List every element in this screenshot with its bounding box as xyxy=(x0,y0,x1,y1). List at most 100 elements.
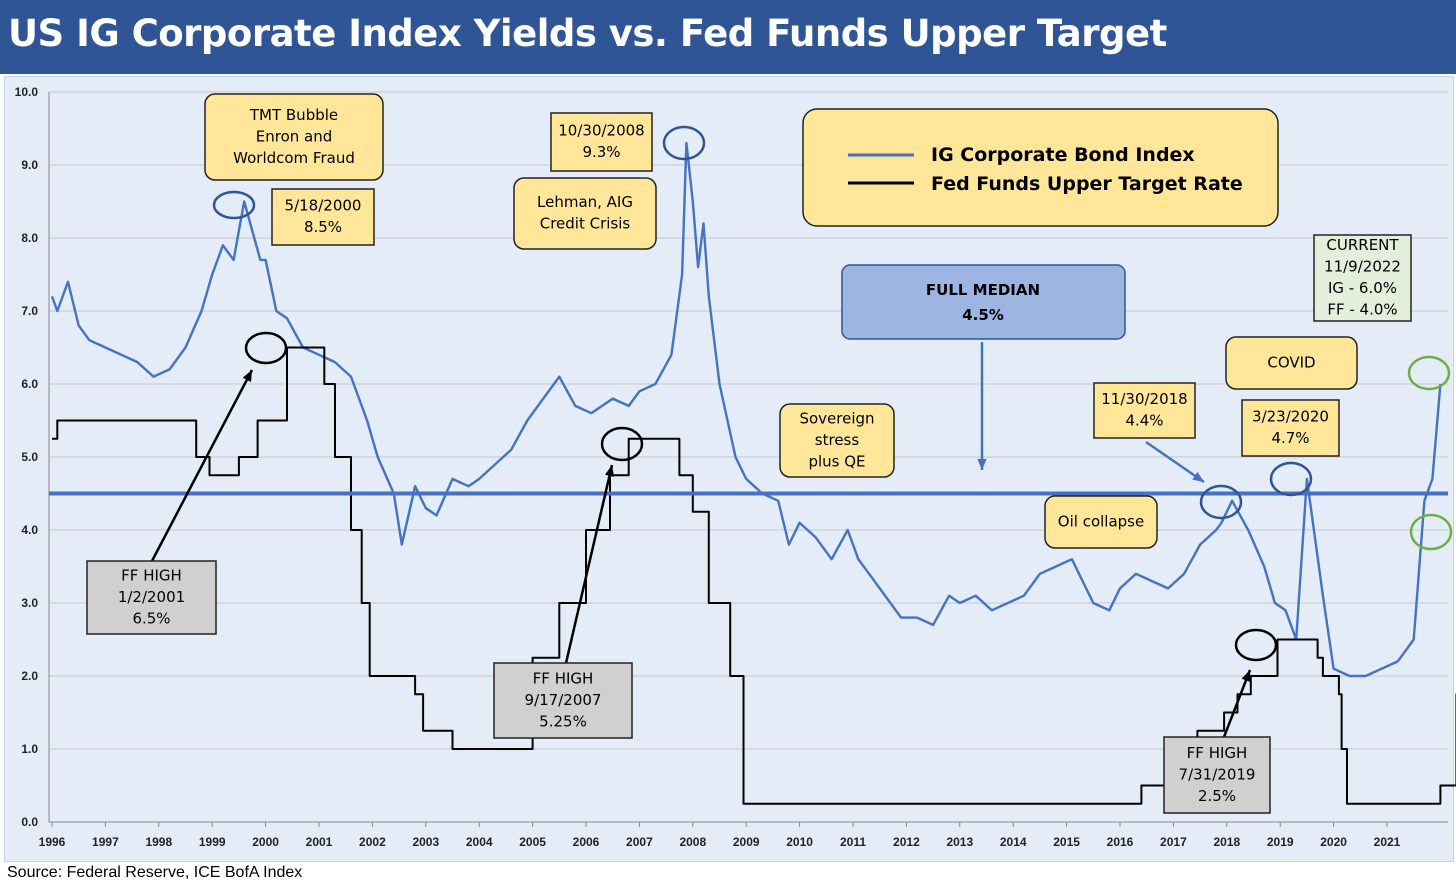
annotation-text-ff2019: 2.5% xyxy=(1198,787,1236,805)
y-tick-label: 2.0 xyxy=(21,669,38,683)
x-tick-label: 2004 xyxy=(466,835,493,849)
annotation-text-ff2007: FF HIGH xyxy=(533,669,594,687)
annotation-text-peak2020: 4.7% xyxy=(1271,429,1309,447)
annotation-box-sovereign xyxy=(779,403,895,478)
annotation-box-peak2008 xyxy=(550,112,653,172)
annotation-text-current: CURRENT xyxy=(1326,236,1399,254)
series-line-ig xyxy=(50,141,1442,678)
x-tick-label: 2000 xyxy=(252,835,279,849)
x-tick-label: 2013 xyxy=(946,835,973,849)
annotation-text-lehman: Lehman, AIG xyxy=(537,193,633,211)
annotation-text-oil: Oil collapse xyxy=(1058,512,1144,530)
annotation-box-covid xyxy=(1225,336,1358,390)
arrow-ff2001 xyxy=(150,369,254,562)
annotation-text-tmt: Worldcom Fraud xyxy=(233,149,355,167)
legend-box xyxy=(802,108,1279,227)
x-tick-label: 2003 xyxy=(412,835,439,849)
annotation-text-peak2008: 9.3% xyxy=(582,143,620,161)
annotation-text-ff2007: 5.25% xyxy=(539,712,587,730)
y-tick-label: 6.0 xyxy=(21,377,38,391)
y-tick-label: 8.0 xyxy=(21,231,38,245)
median-label-box xyxy=(841,264,1126,340)
annotation-text-peak2018: 4.4% xyxy=(1125,412,1163,430)
series-line-ff xyxy=(52,346,1456,805)
annotation-text-peak2020: 3/23/2020 xyxy=(1252,408,1329,426)
x-tick-label: 1996 xyxy=(39,835,66,849)
x-tick-label: 2018 xyxy=(1213,835,1240,849)
x-tick-label: 2012 xyxy=(893,835,920,849)
annotation-text-peak2000: 5/18/2000 xyxy=(285,197,362,215)
annotation-box-peak2020 xyxy=(1241,399,1340,457)
annotation-text-ff2001: 6.5% xyxy=(132,609,170,627)
arrow-peak2018-head xyxy=(1192,471,1204,482)
highlight-circle xyxy=(1409,513,1453,551)
highlight-circle xyxy=(1407,355,1451,391)
x-tick-label: 2008 xyxy=(679,835,706,849)
x-tick-label: 2019 xyxy=(1267,835,1294,849)
y-tick-label: 4.0 xyxy=(21,523,38,537)
annotation-box-ff2001 xyxy=(86,560,217,635)
x-tick-label: 1998 xyxy=(145,835,172,849)
annotation-text-peak2000: 8.5% xyxy=(304,218,342,236)
arrow-median-head xyxy=(977,458,987,470)
annotation-text-covid: COVID xyxy=(1267,353,1315,371)
title-bar: US IG Corporate Index Yields vs. Fed Fun… xyxy=(0,0,1456,74)
y-tick-label: 7.0 xyxy=(21,304,38,318)
arrow-ff2019 xyxy=(1222,669,1252,738)
x-tick-label: 2007 xyxy=(626,835,653,849)
y-tick-label: 1.0 xyxy=(21,742,38,756)
x-tick-label: 2001 xyxy=(306,835,333,849)
annotation-text-ff2019: FF HIGH xyxy=(1187,744,1248,762)
highlight-circle xyxy=(662,125,706,161)
highlight-circle xyxy=(1269,461,1313,497)
x-tick-label: 2020 xyxy=(1320,835,1347,849)
x-tick-label: 2009 xyxy=(733,835,760,849)
source-note: Source: Federal Reserve, ICE BofA Index xyxy=(7,864,303,881)
annotation-box-lehman xyxy=(513,177,657,250)
highlight-circle xyxy=(1199,484,1243,520)
annotation-text-sovereign: stress xyxy=(815,431,860,449)
arrow-ff2007-head xyxy=(604,465,615,477)
y-tick-label: 5.0 xyxy=(21,450,38,464)
annotation-box-tmt xyxy=(204,93,384,181)
y-tick-label: 0.0 xyxy=(21,815,38,829)
annotation-text-sovereign: Sovereign xyxy=(799,409,874,427)
y-tick-label: 3.0 xyxy=(21,596,38,610)
arrow-peak2018 xyxy=(1145,440,1205,484)
annotation-text-current: 11/9/2022 xyxy=(1324,258,1401,276)
annotation-text-tmt: TMT Bubble xyxy=(249,106,338,124)
annotation-text-sovereign: plus QE xyxy=(808,452,865,470)
x-tick-label: 2016 xyxy=(1107,835,1134,849)
annotation-box-ff2007 xyxy=(493,662,633,739)
highlight-circle xyxy=(212,190,256,220)
annotation-box-current xyxy=(1313,234,1412,322)
x-tick-label: 1997 xyxy=(92,835,119,849)
arrow-ff2019-head xyxy=(1241,670,1251,682)
annotation-text-ff2001: FF HIGH xyxy=(121,566,182,584)
annotation-box-peak2018 xyxy=(1093,382,1196,439)
legend-label-ig: IG Corporate Bond Index xyxy=(931,144,1195,166)
x-tick-label: 2005 xyxy=(519,835,546,849)
x-tick-label: 1999 xyxy=(199,835,226,849)
x-tick-label: 2011 xyxy=(840,835,866,849)
annotation-box-peak2000 xyxy=(271,188,375,246)
legend-label-ff: Fed Funds Upper Target Rate xyxy=(931,173,1243,195)
median-label-title: FULL MEDIAN xyxy=(926,281,1040,299)
annotation-text-peak2008: 10/30/2008 xyxy=(558,122,644,140)
annotation-box-oil xyxy=(1044,495,1158,549)
arrow-ff2001-head xyxy=(242,370,252,382)
y-tick-label: 10.0 xyxy=(15,85,39,99)
x-tick-label: 2017 xyxy=(1160,835,1187,849)
annotation-text-lehman: Credit Crisis xyxy=(540,215,631,233)
annotation-text-tmt: Enron and xyxy=(256,127,333,145)
annotation-text-current: IG - 6.0% xyxy=(1328,279,1397,297)
highlight-circle xyxy=(244,331,288,365)
x-tick-label: 2010 xyxy=(786,835,813,849)
chart-svg: 0.0 1.0 2.0 3.0 4.0 5.0 6.0 7.0 8.0 9.0 10.0 1996 19… xyxy=(15,85,1456,849)
x-tick-label: 2006 xyxy=(573,835,600,849)
x-tick-label: 2002 xyxy=(359,835,386,849)
x-tick-label: 2014 xyxy=(1000,835,1027,849)
median-label-value: 4.5% xyxy=(962,306,1004,324)
y-tick-label: 9.0 xyxy=(21,158,38,172)
annotation-text-current: FF - 4.0% xyxy=(1327,301,1397,319)
